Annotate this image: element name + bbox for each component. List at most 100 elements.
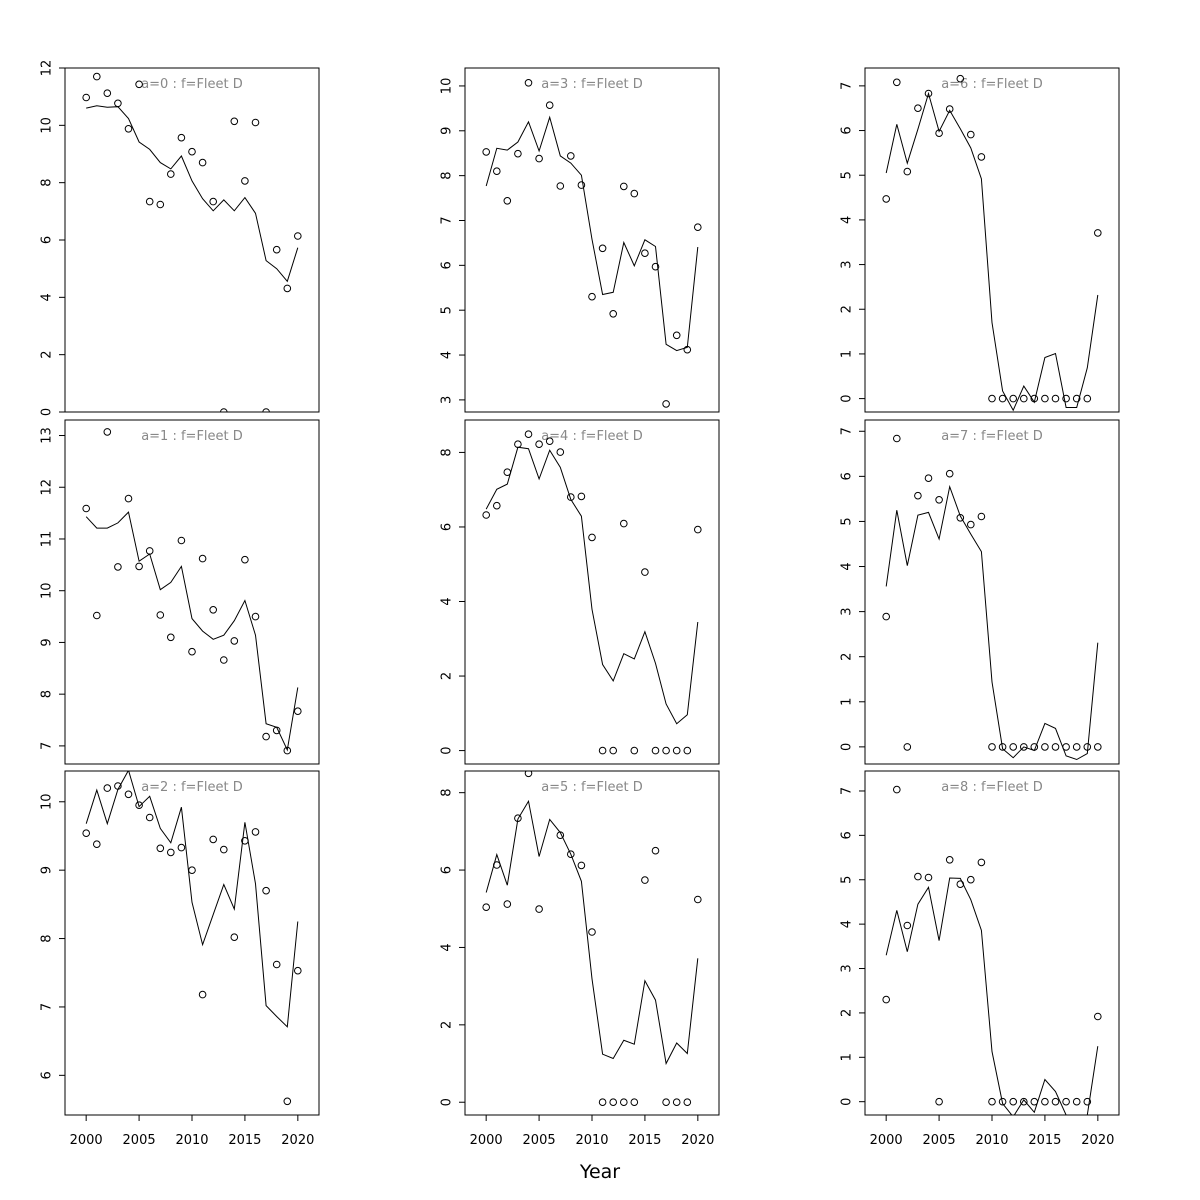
data-point: [945, 469, 954, 478]
y-tick-label: 0: [440, 1098, 455, 1106]
data-point: [209, 197, 217, 206]
x-tick-label: 2015: [228, 1133, 261, 1148]
y-tick-label: 7: [840, 427, 855, 435]
data-point: [209, 606, 217, 614]
data-point: [103, 89, 112, 97]
panel-title: a=7 : f=Fleet D: [941, 429, 1043, 444]
data-point: [145, 547, 154, 555]
x-tick-label: 2010: [575, 1133, 608, 1148]
x-tick-label: 2020: [681, 1133, 714, 1148]
y-tick-label: 10: [440, 78, 455, 95]
data-point: [103, 428, 112, 436]
x-tick-label: 2005: [523, 1133, 556, 1148]
data-point: [503, 900, 512, 908]
y-tick-label: 8: [40, 934, 55, 942]
data-point: [503, 197, 512, 205]
data-point: [188, 866, 196, 875]
data-point: [103, 784, 112, 792]
y-tick-label: 2: [440, 672, 455, 680]
data-point: [1072, 394, 1081, 403]
data-point: [567, 152, 575, 160]
data-point: [93, 840, 101, 849]
data-point: [914, 872, 922, 881]
data-point: [177, 133, 186, 142]
panel-frame: [64, 67, 320, 413]
data-point: [641, 568, 649, 576]
fitted-line: [485, 799, 699, 1066]
data-point: [524, 79, 533, 87]
data-point: [545, 437, 554, 446]
x-tick-label: 2015: [1028, 1133, 1061, 1148]
data-point: [493, 501, 501, 510]
data-point: [188, 147, 196, 156]
data-point: [124, 125, 133, 133]
data-point: [651, 846, 660, 855]
data-point: [1083, 1097, 1092, 1106]
data-point: [114, 99, 122, 108]
data-point: [641, 249, 649, 257]
data-point: [630, 746, 639, 755]
panel-title: a=1 : f=Fleet D: [141, 429, 243, 444]
data-point: [482, 511, 491, 519]
data-point: [998, 743, 1007, 751]
data-point: [967, 130, 975, 139]
data-point: [93, 72, 101, 81]
x-tick-label: 2015: [628, 1133, 661, 1148]
y-tick-label: 1: [840, 1053, 855, 1061]
data-point: [662, 1098, 670, 1106]
data-point: [262, 732, 270, 741]
data-point: [230, 637, 239, 645]
data-point: [283, 1097, 292, 1106]
data-point: [135, 801, 143, 810]
panel-data: [82, 428, 302, 755]
data-point: [1041, 394, 1049, 403]
data-point: [683, 746, 692, 755]
data-point: [135, 562, 143, 571]
data-point: [114, 563, 122, 571]
y-tick-label: 11: [40, 531, 55, 548]
data-point: [893, 434, 901, 443]
data-point: [1020, 394, 1028, 403]
y-tick-label: 6: [840, 472, 855, 480]
data-point: [893, 78, 901, 87]
panel-title: a=8 : f=Fleet D: [941, 780, 1043, 795]
data-point: [294, 232, 302, 240]
data-point: [893, 785, 901, 794]
data-point: [945, 105, 954, 113]
data-point: [567, 850, 575, 859]
panel-frame: [64, 419, 320, 765]
data-point: [694, 525, 702, 534]
data-point: [1094, 1012, 1102, 1021]
data-point: [882, 995, 891, 1004]
data-point: [998, 1097, 1007, 1106]
data-point: [535, 154, 543, 163]
data-point: [598, 746, 607, 755]
data-point: [924, 474, 933, 483]
panel-data: [882, 434, 1102, 761]
data-point: [251, 828, 260, 836]
data-point: [988, 394, 996, 403]
data-point: [188, 647, 196, 656]
y-tick-label: 4: [40, 293, 55, 301]
data-point: [198, 158, 207, 167]
y-tick-label: 4: [840, 562, 855, 570]
data-point: [156, 844, 165, 853]
data-point: [156, 200, 165, 209]
data-point: [220, 408, 228, 412]
y-tick-label: 10: [40, 794, 55, 811]
fitted-line: [86, 105, 299, 283]
data-point: [672, 1098, 681, 1106]
panel-0: a=0 : f=Fleet D 0 2 4 6 8 10 12: [40, 60, 320, 416]
y-tick-label: 6: [440, 866, 455, 874]
y-tick-label: 12: [40, 479, 55, 496]
y-tick-label: 9: [40, 866, 55, 874]
y-tick-label: 2: [40, 351, 55, 359]
data-point: [567, 493, 575, 501]
data-point: [588, 292, 596, 301]
data-point: [903, 167, 912, 176]
data-point: [630, 1098, 639, 1106]
y-tick-label: 8: [440, 171, 455, 179]
y-tick-label: 5: [440, 306, 455, 314]
